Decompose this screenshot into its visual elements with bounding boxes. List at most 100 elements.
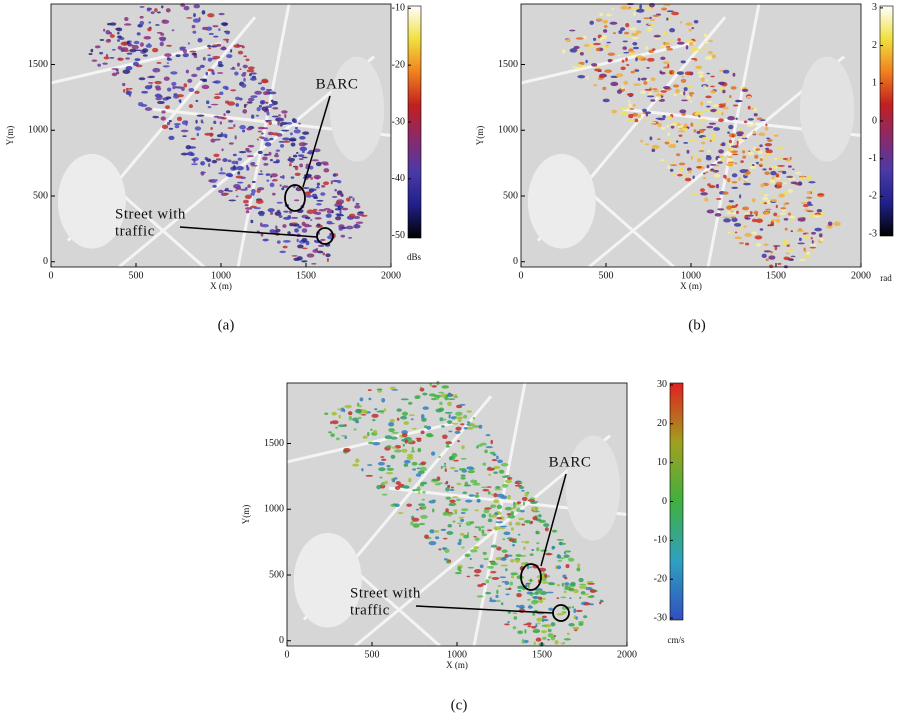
speckle — [325, 253, 330, 257]
speckle — [670, 123, 677, 125]
speckle — [445, 441, 452, 444]
speckle — [807, 210, 814, 212]
speckle — [372, 442, 380, 445]
speckle — [719, 207, 722, 209]
speckle — [629, 108, 634, 110]
speckle — [660, 57, 665, 60]
speckle — [127, 92, 130, 94]
speckle — [727, 178, 730, 182]
speckle — [470, 558, 472, 560]
speckle — [212, 56, 220, 59]
speckle — [530, 502, 538, 504]
speckle — [712, 54, 716, 58]
speckle — [293, 155, 297, 158]
speckle — [654, 35, 661, 38]
speckle — [681, 60, 686, 63]
speckle — [785, 228, 788, 231]
speckle — [502, 484, 508, 488]
speckle — [723, 103, 726, 106]
speckle — [496, 547, 501, 551]
speckle — [228, 160, 232, 163]
speckle — [208, 179, 212, 182]
speckle — [709, 185, 716, 188]
speckle — [765, 148, 769, 150]
speckle — [211, 104, 219, 106]
speckle — [336, 218, 338, 220]
speckle — [428, 500, 435, 503]
speckle — [189, 104, 193, 108]
speckle — [457, 542, 461, 545]
speckle — [685, 22, 692, 26]
speckle — [515, 522, 521, 526]
speckle — [233, 165, 236, 169]
speckle — [208, 163, 210, 167]
speckle — [507, 621, 510, 623]
speckle — [193, 13, 196, 17]
speckle — [372, 419, 375, 421]
speckle — [598, 78, 604, 80]
speckle — [721, 112, 724, 116]
speckle — [504, 623, 509, 625]
speckle — [755, 235, 763, 239]
speckle — [265, 142, 272, 146]
speckle — [281, 110, 288, 113]
speckle — [368, 442, 373, 444]
speckle — [226, 31, 230, 34]
speckle — [600, 37, 602, 42]
speckle — [386, 445, 391, 448]
speckle — [142, 48, 148, 52]
speckle — [155, 85, 161, 88]
speckle — [732, 173, 738, 177]
speckle — [467, 427, 473, 430]
speckle — [291, 142, 296, 146]
speckle — [748, 118, 754, 121]
speckle — [481, 530, 484, 534]
speckle — [760, 158, 763, 161]
speckle — [279, 251, 286, 254]
speckle — [768, 255, 775, 259]
speckle — [709, 40, 713, 42]
speckle — [514, 538, 516, 542]
map-patch — [566, 436, 620, 541]
speckle — [765, 153, 772, 155]
speckle — [453, 509, 457, 511]
speckle — [111, 68, 119, 70]
speckle — [700, 101, 703, 105]
speckle — [576, 567, 580, 571]
speckle — [764, 171, 769, 175]
speckle — [564, 638, 571, 640]
speckle — [447, 420, 452, 424]
speckle — [647, 95, 655, 97]
speckle — [125, 57, 130, 59]
speckle — [676, 140, 678, 142]
speckle — [317, 186, 319, 188]
speckle — [593, 43, 601, 45]
annotation-text: BARC — [549, 454, 592, 470]
speckle — [492, 577, 500, 580]
speckle — [487, 467, 495, 470]
speckle — [439, 402, 443, 406]
speckle — [702, 137, 709, 140]
speckle — [156, 97, 162, 101]
speckle — [250, 193, 254, 196]
speckle — [602, 20, 608, 24]
speckle — [495, 486, 500, 489]
speckle — [230, 49, 232, 53]
speckle — [201, 119, 203, 123]
speckle — [182, 120, 188, 125]
speckle — [573, 46, 579, 49]
speckle — [432, 385, 437, 388]
y-tick-label: 500 — [269, 569, 284, 580]
speckle — [239, 151, 246, 153]
colorbar-tick-label: -40 — [392, 173, 405, 184]
speckle — [323, 168, 329, 172]
speckle — [485, 579, 489, 583]
speckle — [706, 79, 709, 81]
speckle — [502, 550, 508, 553]
speckle — [201, 172, 206, 174]
speckle — [327, 258, 329, 262]
speckle — [227, 101, 235, 105]
speckle — [134, 41, 140, 44]
speckle — [729, 95, 731, 98]
speckle — [206, 72, 208, 76]
